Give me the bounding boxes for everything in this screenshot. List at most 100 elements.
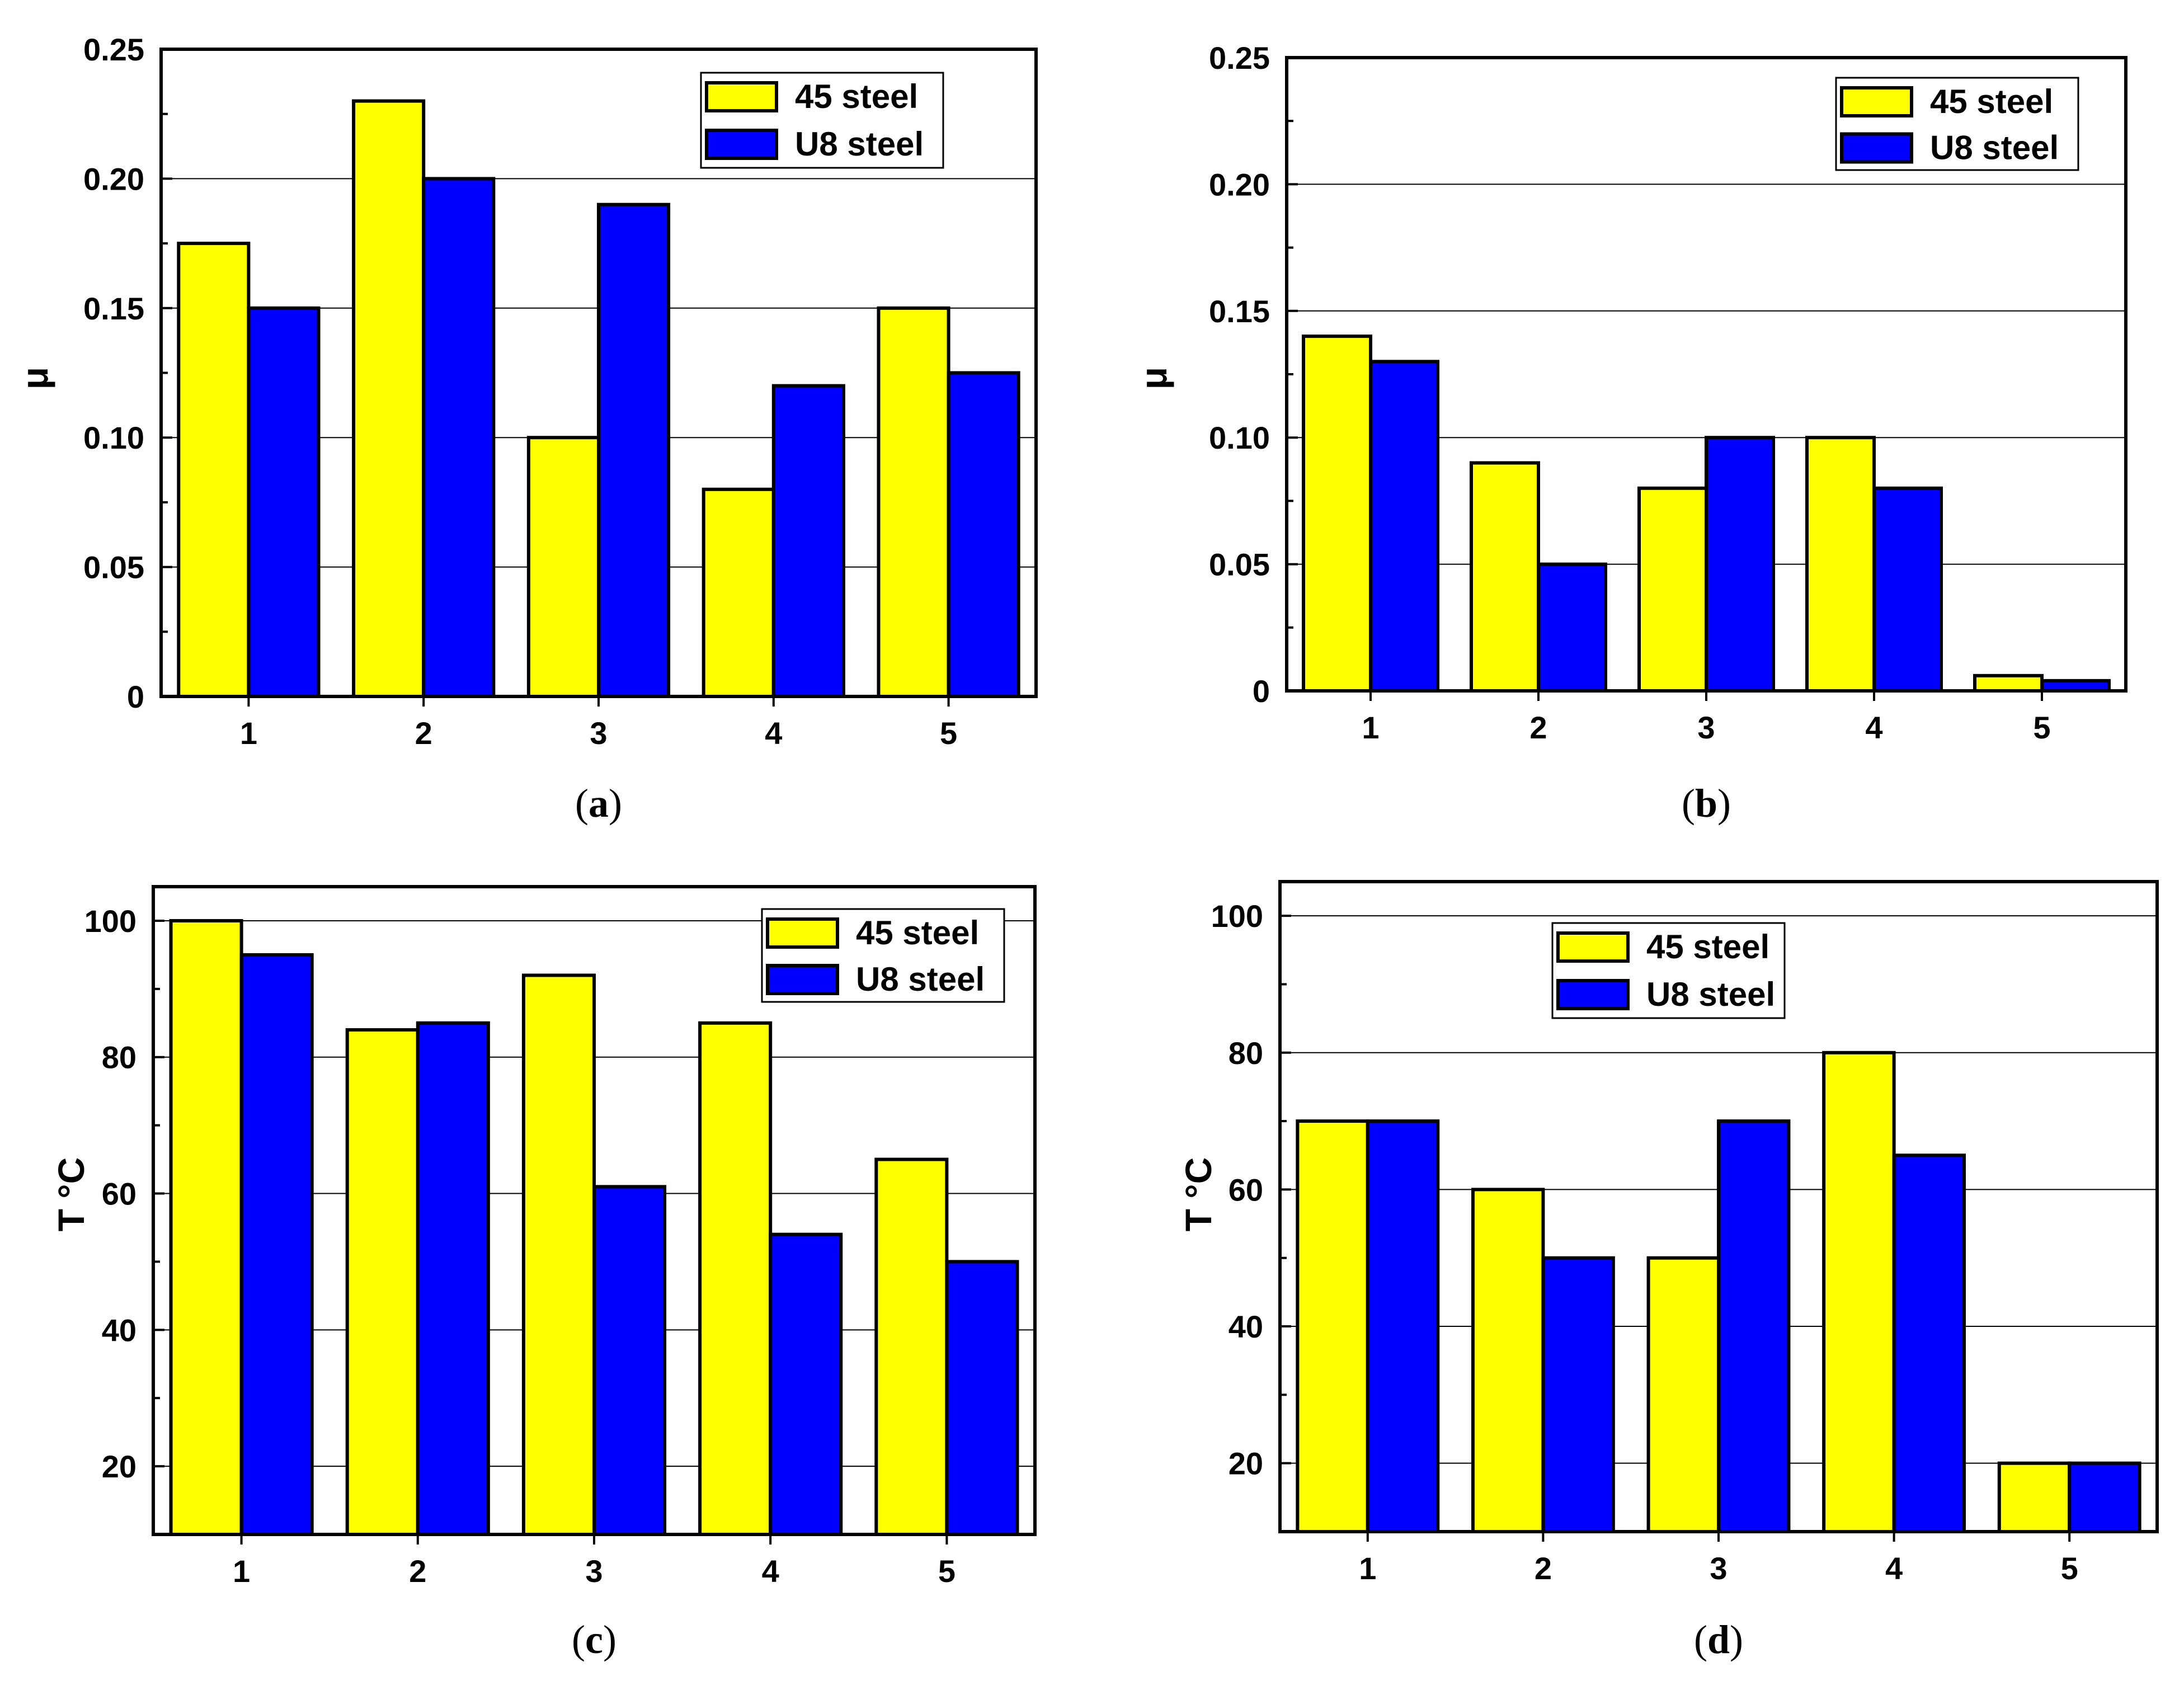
legend-swatch <box>1840 132 1913 164</box>
x-tick-label: 2 <box>415 715 432 751</box>
caption: (d) <box>1694 1617 1743 1662</box>
legend-label: U8 steel <box>1930 129 2059 167</box>
y-tick-label: 80 <box>102 1040 136 1075</box>
caption-letter: a <box>589 781 609 826</box>
bar <box>1471 1188 1545 1534</box>
bar <box>1872 486 1943 693</box>
y-tick-label: 0 <box>1253 674 1270 709</box>
bar <box>526 436 601 698</box>
y-tick-label: 60 <box>102 1176 136 1212</box>
bar <box>1646 1256 1721 1533</box>
bar <box>169 919 243 1536</box>
legend-label: U8 steel <box>795 125 924 163</box>
x-tick-label: 1 <box>233 1553 250 1589</box>
bar <box>702 487 775 698</box>
legend-swatch <box>1840 86 1913 117</box>
caption-letter: b <box>1695 781 1717 826</box>
bar <box>247 306 321 698</box>
y-tick-label: 80 <box>1228 1035 1263 1071</box>
bar <box>771 384 845 698</box>
bar <box>1369 360 1439 693</box>
y-tick-label: 0.20 <box>83 161 144 196</box>
legend-label: 45 steel <box>856 914 979 952</box>
x-tick-label: 5 <box>2061 1551 2078 1586</box>
x-tick-label: 5 <box>2033 710 2050 745</box>
y-axis-title: μ <box>14 367 55 389</box>
chart-a: 0 0.05 0.10 0.15 0.20 0.25 1 2 3 4 5 μ 45 steel U8 st… <box>14 32 1038 826</box>
x-tick-label: 1 <box>1362 710 1379 745</box>
x-tick-label: 2 <box>1529 710 1547 745</box>
bar <box>877 306 950 698</box>
y-axis-title: μ <box>1133 367 1174 389</box>
y-tick-label: 0.10 <box>83 420 144 455</box>
bar <box>1705 436 1775 693</box>
bar <box>1541 1256 1615 1533</box>
y-tick-label: 0.15 <box>83 291 144 326</box>
bar <box>1717 1119 1791 1533</box>
bar <box>1470 461 1540 693</box>
bar <box>1637 486 1708 693</box>
y-tick-label: 0.25 <box>1209 40 1270 76</box>
y-tick-label: 100 <box>84 903 136 939</box>
bar <box>345 1028 420 1537</box>
legend-label: U8 steel <box>856 960 985 998</box>
bar <box>597 203 671 698</box>
caption-open-paren: ( <box>1694 1617 1707 1662</box>
bar <box>769 1232 843 1536</box>
y-tick-label: 0.15 <box>1209 294 1270 329</box>
legend-label: 45 steel <box>795 78 918 115</box>
bar <box>1822 1051 1896 1533</box>
legend-swatch <box>1556 931 1630 963</box>
bar <box>1892 1153 1966 1533</box>
caption: (b) <box>1682 781 1731 826</box>
caption: (a) <box>575 781 622 826</box>
legend-swatch <box>705 81 778 112</box>
x-tick-label: 4 <box>765 715 782 751</box>
x-tick-label: 2 <box>409 1553 426 1589</box>
y-tick-label: 100 <box>1211 898 1263 934</box>
legend-swatch <box>705 129 778 160</box>
y-tick-label: 20 <box>1228 1446 1263 1481</box>
bar <box>239 953 314 1536</box>
caption-letter: c <box>585 1617 603 1662</box>
y-tick-label: 0.05 <box>1209 547 1270 582</box>
x-tick-label: 2 <box>1535 1551 1552 1586</box>
legend-label: U8 steel <box>1646 976 1775 1013</box>
bar <box>1302 335 1372 693</box>
x-tick-label: 4 <box>1885 1551 1903 1586</box>
bar <box>352 99 426 698</box>
y-tick-label: 0.20 <box>1209 167 1270 202</box>
bar <box>1366 1119 1440 1533</box>
x-tick-label: 5 <box>938 1553 956 1589</box>
y-tick-label: 40 <box>102 1312 136 1348</box>
x-tick-label: 3 <box>585 1553 603 1589</box>
x-tick-label: 1 <box>240 715 257 751</box>
x-tick-label: 4 <box>762 1553 779 1589</box>
caption: (c) <box>572 1617 616 1662</box>
bar <box>1296 1119 1369 1533</box>
legend: 45 steel U8 steel <box>700 72 944 169</box>
x-tick-label: 5 <box>940 715 957 751</box>
caption-close-paren: ) <box>603 1617 616 1662</box>
caption-close-paren: ) <box>1730 1617 1743 1662</box>
y-tick-label: 40 <box>1228 1309 1263 1344</box>
bar <box>422 177 496 698</box>
x-tick-label: 3 <box>590 715 607 751</box>
caption-letter: d <box>1707 1617 1730 1662</box>
bar <box>416 1021 490 1536</box>
y-tick-label: 0.05 <box>83 550 144 585</box>
legend: 45 steel U8 steel <box>1551 922 1786 1019</box>
legend: 45 steel U8 steel <box>761 908 1005 1003</box>
bar <box>1973 674 2044 693</box>
y-tick-label: 0 <box>127 679 144 714</box>
bar <box>177 242 251 699</box>
legend-swatch <box>1556 979 1630 1010</box>
y-tick-label: 60 <box>1228 1172 1263 1207</box>
y-tick-label: 20 <box>102 1449 136 1484</box>
legend-label: 45 steel <box>1646 928 1769 966</box>
y-tick-label: 0.10 <box>1209 420 1270 455</box>
legend-swatch <box>766 964 839 995</box>
legend-label: 45 steel <box>1930 83 2053 120</box>
bar <box>2068 1461 2141 1534</box>
caption-close-paren: ) <box>609 781 622 826</box>
